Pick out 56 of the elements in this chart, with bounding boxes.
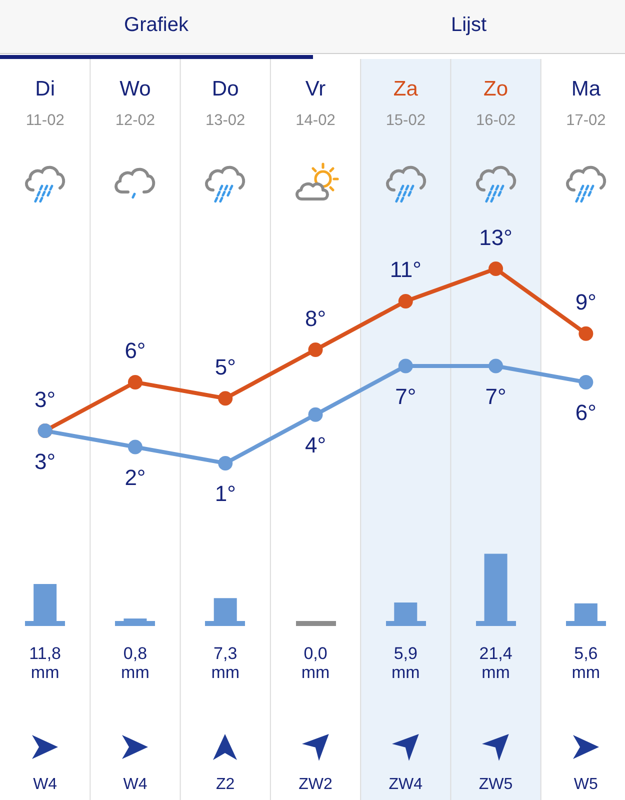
point <box>488 262 504 276</box>
data-label: 9° <box>575 290 596 315</box>
text: ZW2 <box>298 776 332 793</box>
x-tick-label: Ma <box>571 78 601 100</box>
text: W4 <box>123 776 148 793</box>
x-tick-label: Vr <box>305 78 326 100</box>
data-label: 8° <box>304 306 326 331</box>
data-label: 7° <box>395 384 416 409</box>
data-label: 3° <box>34 448 56 474</box>
data-label: 0,0 mm <box>301 644 330 682</box>
text: 15-02 <box>386 112 426 129</box>
point <box>578 374 594 390</box>
data-label: 5° <box>214 354 236 380</box>
data-label: 2° <box>124 465 146 490</box>
point <box>128 374 142 390</box>
point <box>488 358 504 374</box>
x-tick-label: Wo <box>120 78 151 100</box>
data-label: 4° <box>304 432 326 458</box>
text: Z2 <box>216 776 235 793</box>
text: 16-02 <box>476 112 516 129</box>
point <box>128 440 142 454</box>
x-tick-label: Za <box>393 78 418 100</box>
data-label: 6° <box>124 338 146 364</box>
data-label: 5,6 mm <box>572 644 600 682</box>
data-label: 7,3 mm <box>211 644 240 682</box>
point <box>218 391 233 406</box>
text: 13-02 <box>206 112 246 129</box>
data-label: 1° <box>214 481 236 506</box>
text: ZW4 <box>388 776 423 793</box>
x-tick-label: Zo <box>484 78 508 100</box>
point <box>398 358 413 374</box>
x-tick-label: Do <box>212 78 239 100</box>
x-tick-label: Di <box>35 78 55 100</box>
text: W4 <box>33 776 58 793</box>
point <box>578 326 594 341</box>
data-label: 7° <box>485 384 506 409</box>
data-label: 11,8 mm <box>29 644 61 682</box>
point <box>308 407 323 422</box>
text: W5 <box>574 776 598 793</box>
point <box>398 294 413 308</box>
text: Grafiek <box>124 14 188 36</box>
text: 12-02 <box>115 112 156 129</box>
text: 11-02 <box>26 112 64 129</box>
text: 17-02 <box>566 112 606 129</box>
data-label: 21,4 mm <box>479 644 512 682</box>
data-label: 6° <box>575 400 596 426</box>
data-label: 11° <box>390 257 422 282</box>
text: ZW5 <box>478 776 513 793</box>
data-label: 0,8 mm <box>121 644 150 682</box>
data-label: 13° <box>479 224 512 250</box>
point <box>308 342 323 358</box>
point <box>218 456 233 470</box>
text: 14-02 <box>296 112 336 129</box>
text: Lijst <box>450 14 487 36</box>
data-label: 3° <box>34 386 56 412</box>
data-label: 5,9 mm <box>391 644 420 682</box>
